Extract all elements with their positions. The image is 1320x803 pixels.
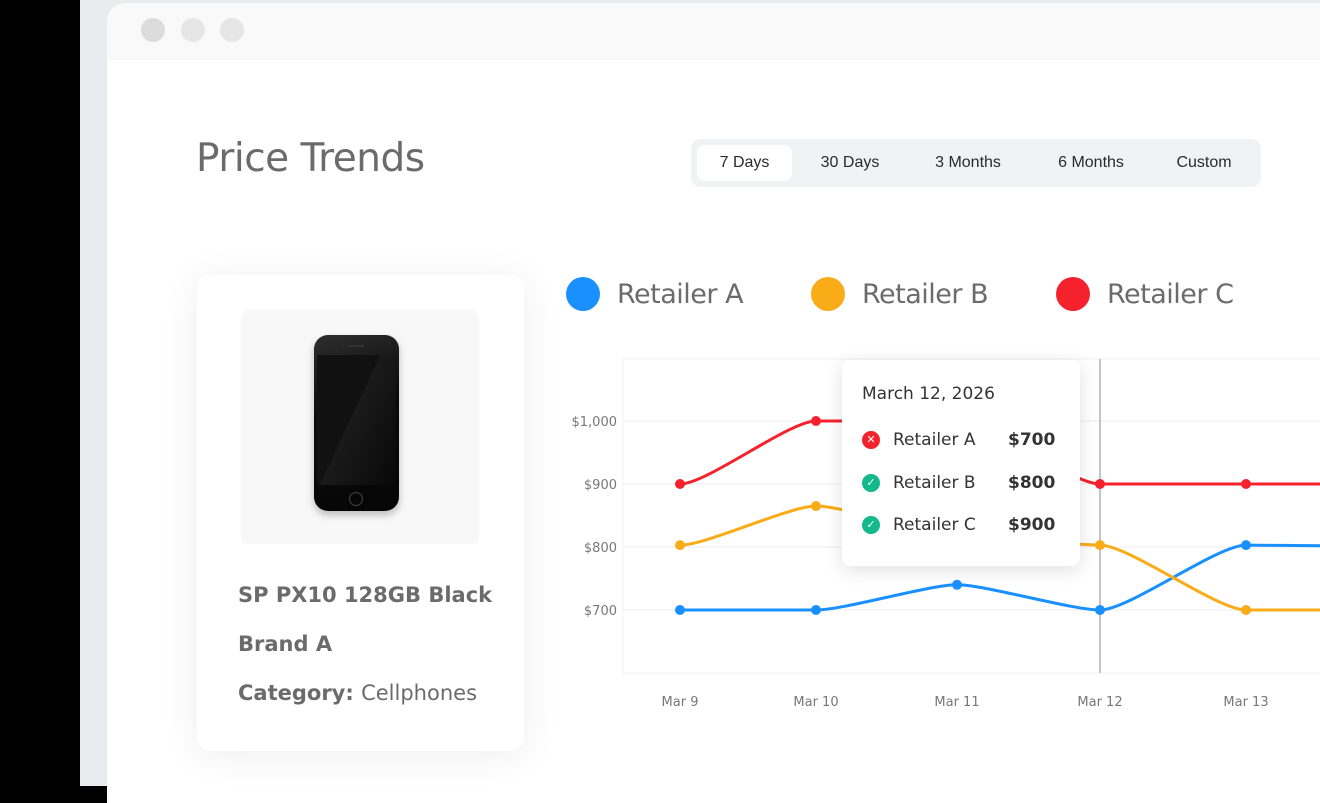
svg-text:$1,000: $1,000 xyxy=(572,415,618,430)
svg-text:$900: $900 xyxy=(584,478,617,493)
tooltip-retailer-name: Retailer A xyxy=(893,430,976,450)
app-window: Price Trends 7 Days 30 Days 3 Months 6 M… xyxy=(107,3,1320,803)
legend-item-retailer-c[interactable]: Retailer C xyxy=(1056,274,1234,314)
legend-dot-icon xyxy=(1056,277,1090,311)
svg-text:Mar 12: Mar 12 xyxy=(1077,695,1122,710)
check-circle-icon: ✓ xyxy=(862,516,880,534)
product-name: SP PX10 128GB Black xyxy=(238,583,493,607)
phone-speaker xyxy=(348,345,364,347)
legend-label: Retailer C xyxy=(1107,278,1234,310)
svg-text:Mar 13: Mar 13 xyxy=(1223,695,1268,710)
tooltip-retailer-name: Retailer C xyxy=(893,515,976,535)
legend-item-retailer-b[interactable]: Retailer B xyxy=(811,274,989,314)
price-line-chart[interactable]: $1,000 $900 $800 $700 Mar 9 Mar 10 Mar 11 Mar 1… xyxy=(0,0,1320,786)
tooltip-price: $800 xyxy=(1008,473,1056,493)
category-value: Cellphones xyxy=(361,681,478,705)
product-category: Category: Cellphones xyxy=(238,681,477,705)
category-label: Category: xyxy=(238,681,354,705)
product-card: SP PX10 128GB Black Brand A Category: Ce… xyxy=(197,275,524,751)
range-tab-30-days[interactable]: 30 Days xyxy=(820,154,880,171)
phone-image xyxy=(314,335,399,511)
svg-text:$800: $800 xyxy=(584,541,617,556)
tooltip-row-retailer-a: ✕ Retailer A $700 xyxy=(862,429,1072,451)
tooltip-price: $700 xyxy=(1008,430,1056,450)
tooltip-row-retailer-c: ✓ Retailer C $900 xyxy=(862,514,1072,536)
range-tab-custom[interactable]: Custom xyxy=(1176,154,1232,171)
tooltip-retailer-name: Retailer B xyxy=(893,473,976,493)
phone-screen xyxy=(317,355,396,485)
chart-tooltip: March 12, 2026 ✕ Retailer A $700 ✓ Retai… xyxy=(842,360,1080,566)
svg-text:Mar 10: Mar 10 xyxy=(793,695,838,710)
check-circle-icon: ✓ xyxy=(862,474,880,492)
range-tab-6-months[interactable]: 6 Months xyxy=(1058,154,1124,171)
legend-item-retailer-a[interactable]: Retailer A xyxy=(566,274,744,314)
legend-label: Retailer B xyxy=(862,278,989,310)
svg-text:Mar 9: Mar 9 xyxy=(662,695,699,710)
svg-text:Mar 11: Mar 11 xyxy=(934,695,979,710)
phone-home-button xyxy=(349,492,363,506)
legend-dot-icon xyxy=(566,277,600,311)
phone-camera xyxy=(342,345,344,347)
tooltip-price: $900 xyxy=(1008,515,1056,535)
product-brand: Brand A xyxy=(238,632,333,656)
x-circle-icon: ✕ xyxy=(862,431,880,449)
svg-text:$700: $700 xyxy=(584,604,617,619)
page-title: Price Trends xyxy=(196,136,425,181)
product-image-container xyxy=(241,310,479,544)
window-maximize-dot[interactable] xyxy=(220,18,244,42)
window-minimize-dot[interactable] xyxy=(181,18,205,42)
time-range-selector: 7 Days 30 Days 3 Months 6 Months Custom xyxy=(691,139,1261,187)
legend-dot-icon xyxy=(811,277,845,311)
window-close-dot[interactable] xyxy=(141,18,165,42)
tooltip-row-retailer-b: ✓ Retailer B $800 xyxy=(862,472,1072,494)
legend-label: Retailer A xyxy=(617,278,744,310)
range-tab-3-months[interactable]: 3 Months xyxy=(935,154,1001,171)
range-tab-7-days[interactable]: 7 Days xyxy=(697,145,792,181)
tooltip-date: March 12, 2026 xyxy=(862,384,995,404)
window-titlebar xyxy=(107,3,1320,60)
